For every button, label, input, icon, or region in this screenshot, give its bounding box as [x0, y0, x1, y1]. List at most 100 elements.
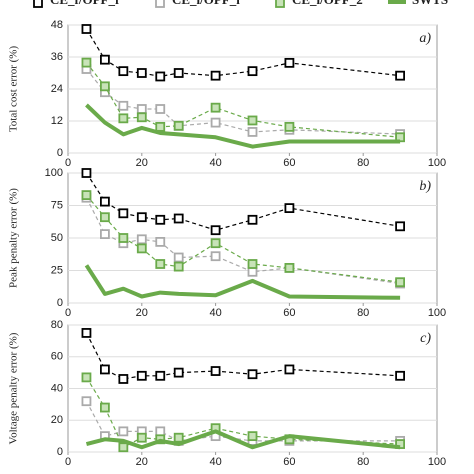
marker: [210, 117, 221, 128]
marker: [155, 104, 166, 114]
y-tick-label: 25: [51, 264, 63, 276]
marker: [210, 102, 221, 113]
x-tick-label: 80: [357, 456, 369, 468]
marker: [284, 57, 295, 68]
marker: [284, 364, 295, 375]
marker: [136, 112, 147, 123]
marker: [81, 168, 92, 178]
panel-annotation: c): [420, 331, 431, 346]
marker: [155, 214, 166, 225]
marker: [247, 431, 258, 442]
marker: [173, 261, 184, 272]
marker: [118, 208, 129, 219]
x-tick-label: 60: [283, 307, 295, 319]
marker: [136, 370, 147, 381]
y-tick-label: 0: [57, 446, 63, 458]
x-tick-label: 80: [357, 157, 369, 169]
marker: [136, 432, 147, 443]
marker: [118, 442, 129, 453]
legend-label: CE_l/OPF_l: [172, 0, 240, 7]
x-tick-label: 40: [209, 157, 221, 169]
series-line: [85, 194, 401, 283]
series-line: [85, 28, 401, 78]
marker: [100, 364, 110, 375]
marker: [247, 369, 258, 380]
x-tick-label: 0: [65, 456, 71, 468]
legend-label: CE_f/OPF_f: [50, 0, 120, 7]
y-axis-label: Peak penalty error (%): [8, 188, 20, 288]
y-tick-label: 24: [51, 83, 63, 95]
marker: [155, 236, 166, 247]
x-tick-label: 20: [136, 456, 148, 468]
y-tick-label: 48: [51, 19, 63, 31]
x-tick-label: 60: [283, 456, 295, 468]
marker: [173, 252, 184, 263]
marker: [81, 190, 92, 201]
marker: [136, 234, 147, 245]
series-line: [84, 264, 401, 300]
marker: [210, 366, 221, 376]
marker: [247, 115, 258, 126]
marker: [395, 277, 406, 288]
marker: [100, 196, 110, 207]
y-tick-label: 0: [57, 297, 63, 309]
y-tick-label: 12: [51, 115, 63, 127]
y-tick-label: 36: [51, 51, 63, 63]
y-tick-label: 20: [51, 414, 63, 426]
legend-marker: [33, 0, 43, 8]
marker: [173, 120, 184, 131]
y-tick-label: 80: [51, 319, 63, 331]
x-tick-label: 0: [65, 307, 71, 319]
marker: [118, 100, 129, 111]
y-tick-label: 100: [45, 167, 63, 179]
marker: [100, 54, 110, 65]
series-line: [85, 172, 401, 231]
marker: [210, 70, 221, 81]
marker: [118, 66, 129, 77]
x-tick-label: 80: [357, 307, 369, 319]
x-tick-label: 0: [65, 157, 71, 169]
marker: [81, 396, 92, 407]
series-line: [85, 429, 401, 450]
marker: [100, 81, 110, 92]
x-tick-label: 20: [136, 157, 148, 169]
marker: [173, 367, 184, 378]
series-line: [85, 62, 401, 138]
marker: [284, 262, 295, 273]
marker: [155, 426, 166, 437]
marker: [173, 432, 184, 443]
panel-annotation: a): [419, 31, 431, 46]
marker: [155, 121, 166, 132]
marker: [118, 113, 129, 124]
series-line: [85, 103, 401, 149]
y-tick-label: 75: [51, 199, 63, 211]
marker: [81, 372, 92, 383]
marker: [100, 229, 110, 240]
series-line: [85, 400, 401, 442]
y-axis-label: Total cost error (%): [8, 46, 20, 133]
y-tick-label: 50: [51, 232, 63, 244]
marker: [284, 203, 295, 214]
marker: [247, 66, 258, 77]
marker: [247, 266, 258, 277]
y-tick-label: 40: [51, 382, 63, 394]
x-tick-label: 60: [283, 157, 295, 169]
marker: [395, 70, 406, 81]
series-line: [85, 377, 401, 448]
y-tick-label: 60: [51, 351, 63, 363]
series-line: [85, 197, 401, 285]
x-tick-label: 100: [428, 456, 446, 468]
marker: [155, 370, 166, 381]
marker: [247, 259, 258, 269]
marker: [395, 439, 406, 449]
marker: [210, 225, 221, 236]
marker: [118, 233, 129, 243]
marker: [81, 57, 92, 68]
legend-marker: [155, 0, 165, 8]
legend-label: SWTS: [412, 0, 448, 7]
marker: [210, 251, 221, 262]
legend-label: CE_l/OPF_2: [292, 0, 363, 7]
marker: [136, 212, 147, 223]
marker: [173, 213, 184, 224]
